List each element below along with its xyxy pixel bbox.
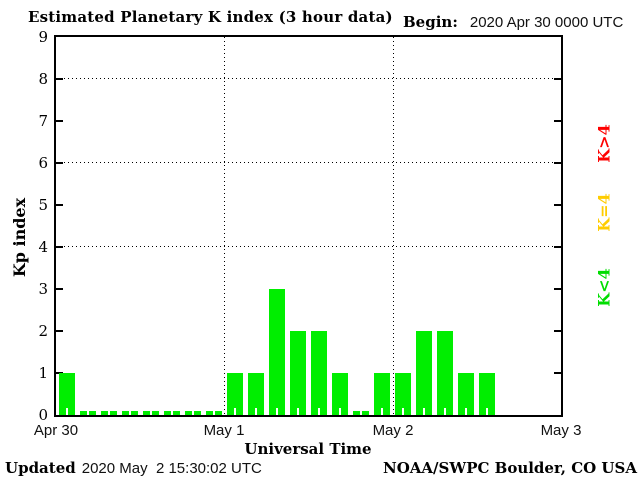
bar-center-tick [444, 408, 447, 415]
kp-bar [247, 373, 264, 415]
bar-center-tick [86, 408, 89, 415]
legend-label-k-lt-4: K<4 [594, 267, 614, 307]
y-tick-left [56, 288, 63, 290]
updated-label: Updated [5, 459, 76, 477]
kp-bar [268, 289, 285, 415]
plot-inner [56, 37, 561, 415]
legend-label-k-eq-4: K=4 [594, 192, 614, 232]
v-gridline-day-1 [224, 37, 225, 415]
bar-center-tick [423, 408, 426, 415]
kp-bar [332, 373, 349, 415]
y-tick-right [554, 246, 561, 248]
x-tick-label: May 1 [203, 422, 245, 439]
bar-center-tick [170, 408, 173, 415]
bar-center-tick [128, 408, 131, 415]
x-tick-label: Apr 30 [33, 422, 79, 439]
kp-bar [458, 373, 475, 415]
kp-bar [416, 331, 433, 415]
bar-center-tick [65, 408, 68, 415]
y-tick-right [554, 120, 561, 122]
kp-bar [479, 373, 496, 415]
y-tick-left [56, 120, 63, 122]
kp-bar [395, 373, 412, 415]
begin-value: 2020 Apr 30 0000 UTC [469, 14, 624, 31]
y-tick-right [554, 330, 561, 332]
y-tick-label: 9 [38, 28, 48, 46]
y-tick-right [554, 372, 561, 374]
kp-bar [226, 373, 243, 415]
y-tick-left [56, 330, 63, 332]
legend-label-k-gt-4: K>4 [594, 123, 614, 163]
bar-center-tick [360, 408, 363, 415]
y-tick-label: 2 [38, 322, 48, 340]
bar-center-tick [381, 408, 384, 415]
h-gridline-kp-4 [56, 246, 561, 247]
y-tick-label: 6 [38, 154, 48, 172]
chart-title: Estimated Planetary K index (3 hour data… [28, 8, 393, 26]
y-tick-label: 4 [38, 238, 48, 256]
y-tick-left [56, 78, 63, 80]
y-tick-label: 5 [38, 196, 48, 214]
updated-value: 2020 May 2 15:30:02 UTC [81, 460, 262, 477]
bar-center-tick [402, 408, 405, 415]
bar-center-tick [486, 408, 489, 415]
y-tick-label: 1 [38, 364, 48, 382]
x-tick-label: May 2 [372, 422, 414, 439]
x-axis-title: Universal Time [244, 440, 372, 458]
y-tick-label: 8 [38, 70, 48, 88]
bar-center-tick [318, 408, 320, 415]
begin-time: Begin: 2020 Apr 30 0000 UTC [403, 13, 623, 31]
legend-item-k-lt-4: K<4 [584, 267, 624, 307]
bar-center-tick [212, 408, 215, 415]
x-tick-label: May 3 [540, 422, 582, 439]
y-tick-label: 0 [38, 406, 48, 424]
bar-center-tick [339, 408, 342, 415]
bar-center-tick [254, 408, 257, 415]
y-tick-right [554, 204, 561, 206]
kp-bar [374, 373, 391, 415]
begin-label: Begin: [403, 13, 458, 31]
kp-bar [311, 331, 327, 415]
y-tick-right [554, 78, 561, 80]
bar-center-tick [149, 408, 152, 415]
bar-center-tick [465, 408, 468, 415]
y-tick-left [56, 162, 63, 164]
y-tick-right [554, 162, 561, 164]
y-tick-left [56, 246, 63, 248]
bar-center-tick [107, 408, 110, 415]
h-gridline-kp-8 [56, 78, 561, 79]
kp-bar [58, 373, 75, 415]
legend-item-k-eq-4: K=4 [584, 192, 624, 232]
plot-area [54, 35, 563, 417]
h-gridline-kp-6 [56, 162, 561, 163]
bar-center-tick [191, 408, 194, 415]
y-tick-label: 7 [38, 112, 48, 130]
bar-center-tick [296, 408, 299, 415]
updated-timestamp: Updated 2020 May 2 15:30:02 UTC [5, 459, 262, 477]
bar-center-tick [275, 408, 278, 415]
legend-item-k-gt-4: K>4 [584, 123, 624, 163]
credit-text: NOAA/SWPC Boulder, CO USA [382, 459, 637, 477]
kp-bar [437, 331, 454, 415]
kp-bar [289, 331, 306, 415]
bar-center-tick [233, 408, 236, 415]
v-gridline-day-2 [393, 37, 394, 415]
y-tick-left [56, 204, 63, 206]
y-tick-label: 3 [38, 280, 48, 298]
y-tick-right [554, 288, 561, 290]
